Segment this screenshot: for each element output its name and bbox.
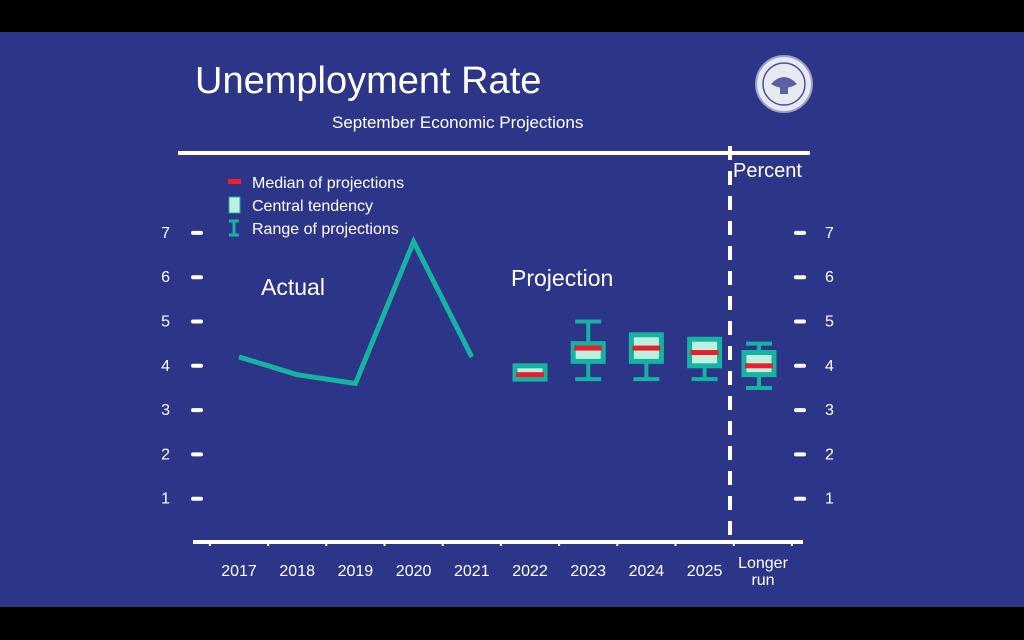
- legend-median-swatch: [228, 179, 241, 184]
- projection-annotation: Projection: [511, 265, 613, 291]
- y-tick-label-left: 5: [161, 314, 170, 331]
- median-marker: [632, 345, 661, 351]
- legend-central-label: Central tendency: [252, 198, 373, 215]
- x-tick-label: 2020: [396, 563, 432, 580]
- x-tick-label: 2022: [512, 563, 548, 580]
- legend-median-label: Median of projections: [252, 175, 404, 192]
- x-tick-label: 2018: [279, 563, 315, 580]
- actual-line: [238, 235, 475, 387]
- y-tick-label-right: 3: [825, 402, 834, 419]
- x-axis-labels: 2017 2018 2019 2020 2021 2022 2023 2024 2025 Long…: [221, 555, 788, 589]
- chart-subtitle: September Economic Projections: [332, 113, 583, 132]
- actual-annotation: Actual: [261, 274, 325, 300]
- median-marker: [690, 350, 719, 356]
- y-tick-label-right: 7: [825, 225, 834, 242]
- median-marker: [574, 345, 603, 351]
- left-y-axis: 1 2 3 4 5 6 7: [161, 225, 203, 508]
- x-axis-ticks: [208, 540, 793, 546]
- x-tick-label: 2019: [338, 563, 374, 580]
- x-tick-label: Longer run: [738, 555, 788, 589]
- x-tick-label: 2021: [454, 563, 490, 580]
- slide-background: [0, 32, 1024, 607]
- y-tick-label-left: 2: [161, 446, 170, 463]
- y-tick-label-left: 1: [161, 491, 170, 508]
- y-tick-label-left: 6: [161, 269, 170, 286]
- median-marker: [745, 363, 773, 369]
- projection-2025: [687, 336, 723, 382]
- y-tick-label-right: 6: [825, 269, 834, 286]
- projection-2023: [570, 319, 606, 382]
- y-tick-label-right: 2: [825, 446, 834, 463]
- federal-reserve-seal-icon: [755, 55, 813, 113]
- y-tick-label-left: 3: [161, 402, 170, 419]
- x-tick-label: 2017: [221, 563, 257, 580]
- x-tick-label: 2025: [687, 563, 723, 580]
- projection-longer-run: [741, 341, 777, 390]
- median-marker: [516, 372, 544, 378]
- legend: Median of projections Central tendency R…: [228, 175, 404, 238]
- right-y-axis: 1 2 3 4 5 6 7: [794, 225, 834, 508]
- projection-2022: [512, 363, 548, 382]
- y-tick-label-left: 7: [161, 225, 170, 242]
- legend-range-swatch: [229, 219, 239, 237]
- unit-label: Percent: [733, 160, 802, 182]
- legend-central-swatch: [228, 196, 241, 214]
- actual-series: [238, 235, 475, 387]
- x-tick-label: 2023: [570, 563, 606, 580]
- chart-title: Unemployment Rate: [195, 60, 541, 102]
- y-tick-label-right: 4: [825, 358, 834, 375]
- y-tick-label-left: 4: [161, 358, 170, 375]
- legend-range-label: Range of projections: [252, 221, 399, 238]
- y-tick-label-right: 1: [825, 491, 834, 508]
- x-tick-label: 2024: [629, 563, 665, 580]
- projection-2024: [628, 332, 664, 382]
- projection-series: [512, 319, 777, 390]
- y-tick-label-right: 5: [825, 314, 834, 331]
